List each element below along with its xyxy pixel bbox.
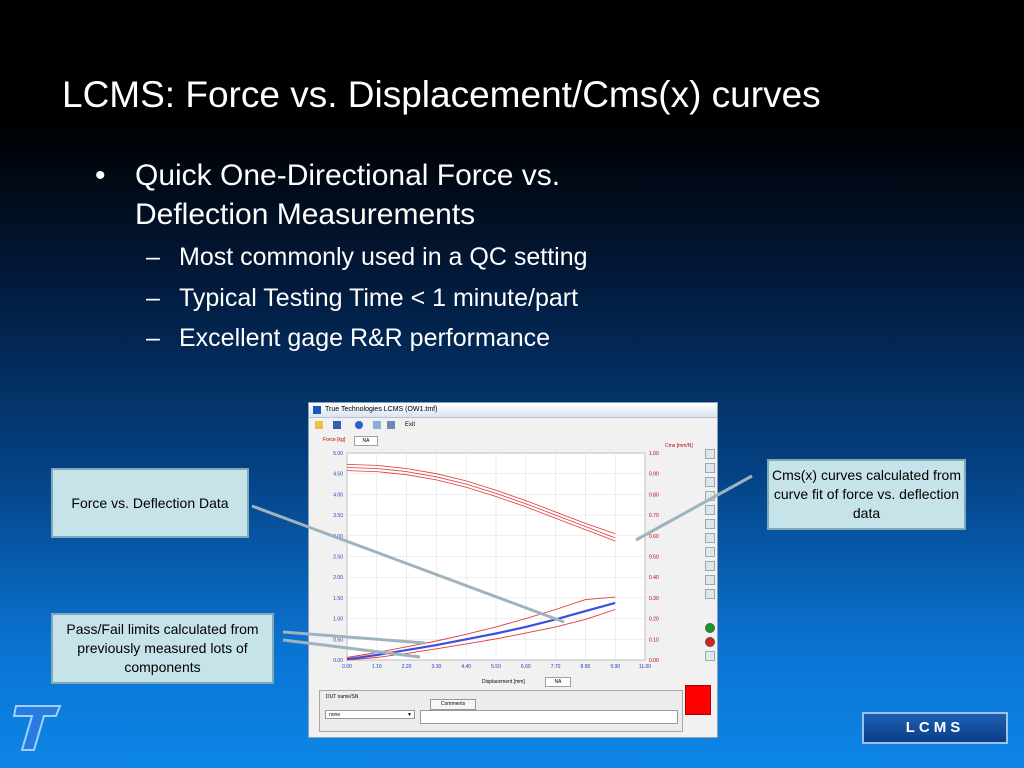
brand-logo (12, 705, 62, 751)
bullet-symbol: • (95, 159, 106, 192)
y-right-tick-label: 0.50 (649, 555, 659, 561)
chevron-down-icon: ▼ (407, 712, 412, 718)
dash-symbol: – (146, 284, 160, 312)
force-cms-chart: 5.004.504.003.503.002.502.001.501.000.50… (333, 451, 659, 670)
slide-title: LCMS: Force vs. Displacement/Cms(x) curv… (62, 74, 821, 115)
left-axis-label: Force [kg] (323, 437, 346, 443)
bullet-text: Quick One-Directional Force vs. Deflecti… (135, 159, 561, 231)
callout-cms-curves: Cms(x) curves calculated from curve fit … (767, 459, 966, 530)
dut-value: none (329, 712, 341, 718)
y-right-tick-label: 0.00 (649, 658, 659, 664)
dut-label: DUT name/SN (326, 694, 359, 700)
export-icon[interactable] (705, 477, 715, 487)
dut-select[interactable]: none ▼ (325, 710, 415, 719)
y-left-tick-label: 4.50 (333, 472, 343, 478)
x-tick-label: 9.90 (610, 664, 620, 670)
dash-symbol: – (146, 243, 160, 271)
y-left-tick-label: 4.00 (333, 492, 343, 498)
lcms-badge: LCMS (862, 712, 1008, 744)
settings-icon[interactable] (387, 421, 395, 429)
app-logo-icon (313, 406, 321, 414)
print-icon[interactable] (373, 421, 381, 429)
chart-icon[interactable] (705, 505, 715, 515)
y-right-tick-label: 0.70 (649, 513, 659, 519)
y-left-tick-label: 1.50 (333, 596, 343, 602)
y-right-tick-label: 0.20 (649, 617, 659, 623)
y-left-tick-label: 0.50 (333, 637, 343, 643)
right-axis-label: Cms [mm/N] (665, 443, 693, 449)
io-icon[interactable] (705, 519, 715, 529)
person-icon[interactable] (705, 651, 715, 661)
comments-button[interactable]: Comments (430, 699, 476, 710)
cms-lower-curve (346, 470, 616, 542)
columns-icon[interactable] (705, 575, 715, 585)
callout-force-data: Force vs. Deflection Data (51, 468, 249, 538)
x-tick-label: 11.00 (639, 664, 651, 670)
sub-bullet-text: Excellent gage R&R performance (179, 324, 551, 352)
force-lower-limit-line (346, 609, 616, 661)
leader-pass-fail-1 (282, 630, 426, 645)
force-upper-limit-line (346, 596, 616, 658)
filter-icon[interactable] (705, 589, 715, 599)
right-toolbar (703, 449, 715, 665)
comments-box[interactable] (420, 710, 678, 724)
cms-upper-curve (346, 464, 616, 535)
y-left-tick-label: 1.00 (333, 617, 343, 623)
x-tick-label: 7.70 (551, 664, 561, 670)
leader-pass-fail-2 (282, 638, 421, 659)
x-tick-label: 6.60 (521, 664, 531, 670)
y-right-tick-label: 0.10 (649, 637, 659, 643)
y-left-tick-label: 3.50 (333, 513, 343, 519)
leader-force-data (251, 504, 565, 624)
open-folder-icon[interactable] (315, 421, 323, 429)
help-icon[interactable] (355, 421, 363, 429)
grid-x-icon[interactable] (705, 561, 715, 571)
x-tick-label: 8.80 (581, 664, 591, 670)
y-right-tick-label: 0.30 (649, 596, 659, 602)
app-titlebar: True Technologies LCMS (OW1.tmf) (309, 403, 717, 418)
cms-curve (346, 467, 616, 539)
x-tick-label: 4.40 (461, 664, 471, 670)
tab-na[interactable]: NA (354, 436, 378, 446)
stop-status-icon[interactable] (705, 637, 715, 647)
y-right-tick-label: 0.80 (649, 492, 659, 498)
y-left-tick-label: 5.00 (333, 451, 343, 457)
pdf-icon[interactable] (705, 547, 715, 557)
save-icon[interactable] (333, 421, 341, 429)
x-tick-label: 0.00 (342, 664, 352, 670)
y-right-tick-label: 1.00 (649, 451, 659, 457)
sub-bullet-text: Typical Testing Time < 1 minute/part (179, 284, 579, 312)
y-left-tick-label: 0.00 (333, 658, 343, 664)
app-toolbar: Exit (309, 418, 717, 432)
y-right-tick-label: 0.90 (649, 472, 659, 478)
window-title: True Technologies LCMS (OW1.tmf) (325, 406, 438, 413)
x-tick-label: 1.10 (372, 664, 382, 670)
x-tick-label: 5.50 (491, 664, 501, 670)
bottom-panel: DUT name/SN Comments none ▼ (319, 690, 683, 732)
result-indicator (685, 685, 711, 715)
sub-bullet-text: Most commonly used in a QC setting (179, 243, 588, 271)
go-status-icon[interactable] (705, 623, 715, 633)
function-icon[interactable] (705, 533, 715, 543)
leader-cms (635, 474, 753, 542)
x-tick-label: 3.30 (432, 664, 442, 670)
zoom-out-icon[interactable] (705, 463, 715, 473)
app-window: True Technologies LCMS (OW1.tmf) Exit Fo… (308, 402, 718, 738)
x-na-field[interactable]: NA (545, 677, 571, 687)
y-left-tick-label: 2.50 (333, 555, 343, 561)
y-right-tick-label: 0.60 (649, 534, 659, 540)
dash-symbol: – (146, 324, 160, 352)
x-axis-label: Displacement [mm] (482, 679, 525, 685)
x-tick-label: 2.20 (402, 664, 412, 670)
zoom-in-icon[interactable] (705, 449, 715, 459)
callout-pass-fail: Pass/Fail limits calculated from previou… (51, 613, 274, 684)
y-left-tick-label: 2.00 (333, 575, 343, 581)
y-right-tick-label: 0.40 (649, 575, 659, 581)
exit-button[interactable]: Exit (405, 422, 416, 428)
